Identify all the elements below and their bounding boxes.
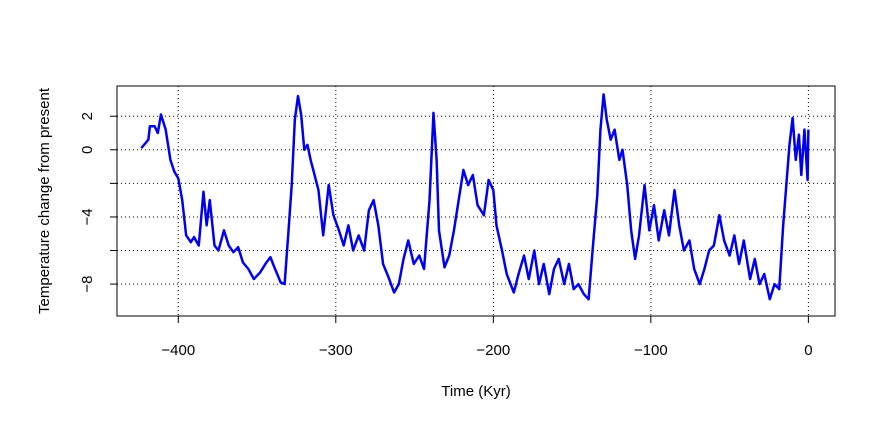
x-tick-label: 0 (804, 342, 812, 359)
x-tick-label: −400 (161, 342, 195, 359)
y-tick-label: −4 (79, 208, 96, 225)
x-tick-label: −100 (634, 342, 668, 359)
data-line (140, 93, 810, 301)
x-axis-label: Time (Kyr) (441, 383, 510, 400)
y-tick-label: 2 (79, 112, 96, 120)
plot-frame (116, 85, 836, 317)
y-tick-label: −8 (79, 276, 96, 293)
x-tick-label: −200 (476, 342, 510, 359)
y-axis-label: Temperature change from present (36, 87, 53, 314)
x-tick-label: −300 (319, 342, 353, 359)
y-tick-label: 0 (79, 146, 96, 154)
